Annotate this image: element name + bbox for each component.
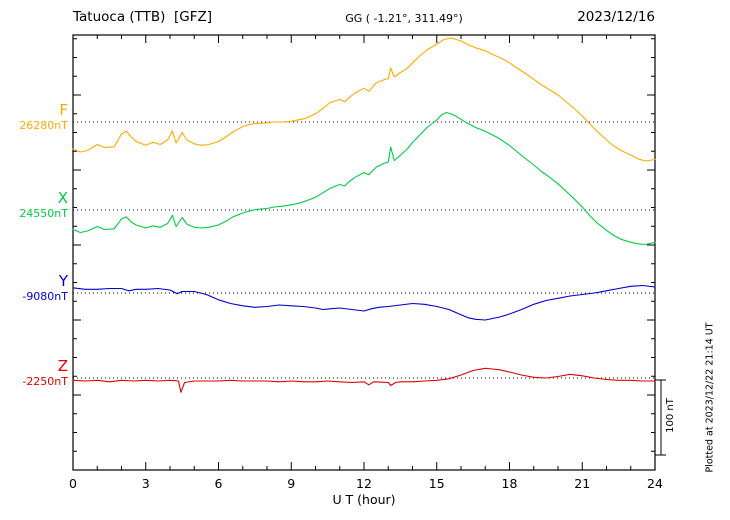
x-tick-label: 12	[356, 476, 372, 491]
x-tick-label: 6	[215, 476, 223, 491]
x-axis-title: U T (hour)	[332, 492, 396, 507]
series-label-Z: Z -2250nT	[0, 357, 68, 389]
x-tick-label: 18	[502, 476, 518, 491]
trace-F	[72, 37, 656, 162]
series-label-Y: Y -9080nT	[0, 272, 68, 304]
scale-bar-label: 100 nT	[665, 398, 676, 433]
plotted-note: Plotted at 2023/12/22 21:14 UT	[704, 322, 716, 473]
trace-X	[72, 111, 656, 246]
trace-Z	[72, 367, 656, 393]
series-letter-F: F	[59, 101, 68, 119]
trace-Y	[72, 284, 656, 321]
x-tick-label: 15	[429, 476, 445, 491]
series-label-X: X 24550nT	[0, 189, 68, 221]
series-baseline-Y: -9080nT	[22, 290, 68, 303]
gg-coordinates: GG ( -1.21°, 311.49°)	[345, 12, 463, 25]
series-letter-X: X	[57, 189, 68, 207]
x-tick-label: 9	[287, 476, 295, 491]
series-baseline-F: 26280nT	[19, 119, 68, 132]
plot-frame	[72, 34, 656, 471]
x-tick-label: 0	[69, 476, 77, 491]
series-label-F: F 26280nT	[0, 101, 68, 133]
series-baseline-Z: -2250nT	[22, 375, 68, 388]
x-tick-label: 21	[574, 476, 590, 491]
series-letter-Z: Z	[57, 357, 68, 375]
series-letter-Y: Y	[58, 272, 68, 290]
series-baseline-X: 24550nT	[19, 207, 68, 220]
date-label: 2023/12/16	[577, 9, 655, 25]
x-tick-label: 24	[647, 476, 663, 491]
station-title: Tatuoca (TTB) [GFZ]	[73, 9, 213, 25]
x-tick-label: 3	[142, 476, 150, 491]
